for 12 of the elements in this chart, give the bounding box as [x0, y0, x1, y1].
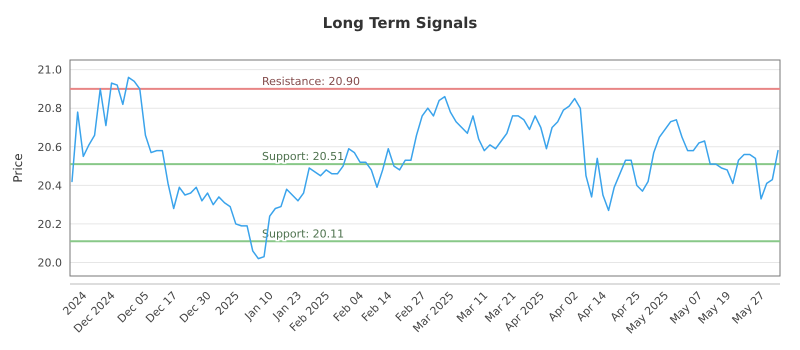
y-tick-label: 20.4	[38, 179, 62, 192]
y-tick-label: 20.6	[38, 140, 62, 154]
y-tick-label: 20.8	[38, 102, 62, 116]
y-axis-title: Price	[11, 153, 25, 183]
x-tick-label: Dec 30	[177, 288, 214, 326]
ref-line-label: Resistance: 20.90	[262, 74, 360, 88]
y-tick-label: 21.0	[38, 64, 62, 77]
chart-title: Long Term Signals	[322, 14, 478, 32]
line-series	[71, 76, 779, 260]
y-tick-label: 20.2	[38, 218, 62, 231]
y-tick-label: 20.0	[38, 256, 62, 270]
ref-line-label: Support: 20.51	[262, 150, 344, 164]
